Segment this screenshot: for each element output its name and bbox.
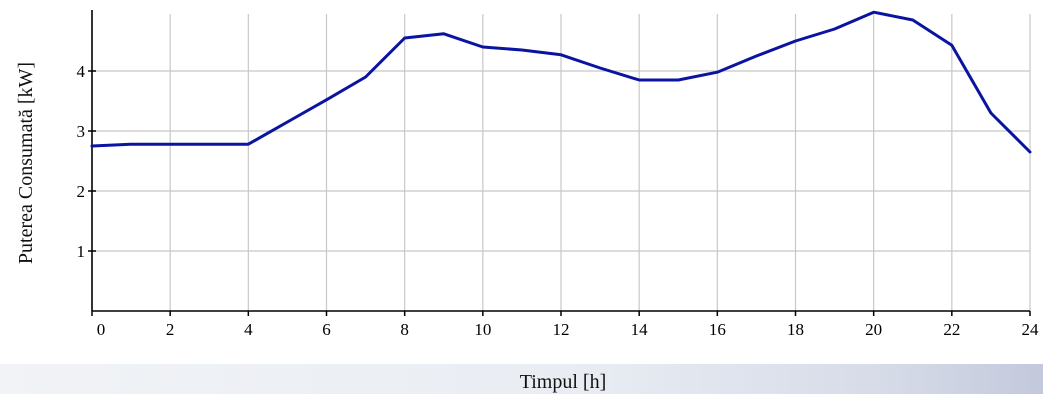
x-tick-label: 12 [553, 320, 570, 339]
grid [92, 14, 1031, 311]
x-tick-label: 14 [631, 320, 649, 339]
x-axis-title: Timpul [h] [520, 371, 607, 393]
bottom-gradient-strip [0, 364, 1043, 394]
axes [88, 10, 1031, 316]
x-tick-label: 10 [474, 320, 491, 339]
x-tick-label: 6 [322, 320, 331, 339]
y-axis-title: Puterea Consumată [kW] [15, 62, 37, 264]
x-tick-label: 8 [400, 320, 409, 339]
x-tick-label: 0 [97, 320, 106, 339]
x-tick-label: 2 [166, 320, 175, 339]
x-tick-label: 16 [709, 320, 726, 339]
x-tick-label: 20 [865, 320, 882, 339]
y-tick-label: 4 [77, 62, 86, 81]
x-tick-label: 18 [787, 320, 804, 339]
y-tick-label: 3 [77, 122, 86, 141]
x-tick-label: 24 [1022, 320, 1040, 339]
x-tick-label: 22 [943, 320, 960, 339]
y-tick-label: 1 [77, 242, 86, 261]
x-tick-label: 4 [244, 320, 253, 339]
series-line-0 [90, 10, 1032, 154]
series-layer [90, 10, 1032, 154]
y-tick-label: 2 [77, 182, 86, 201]
